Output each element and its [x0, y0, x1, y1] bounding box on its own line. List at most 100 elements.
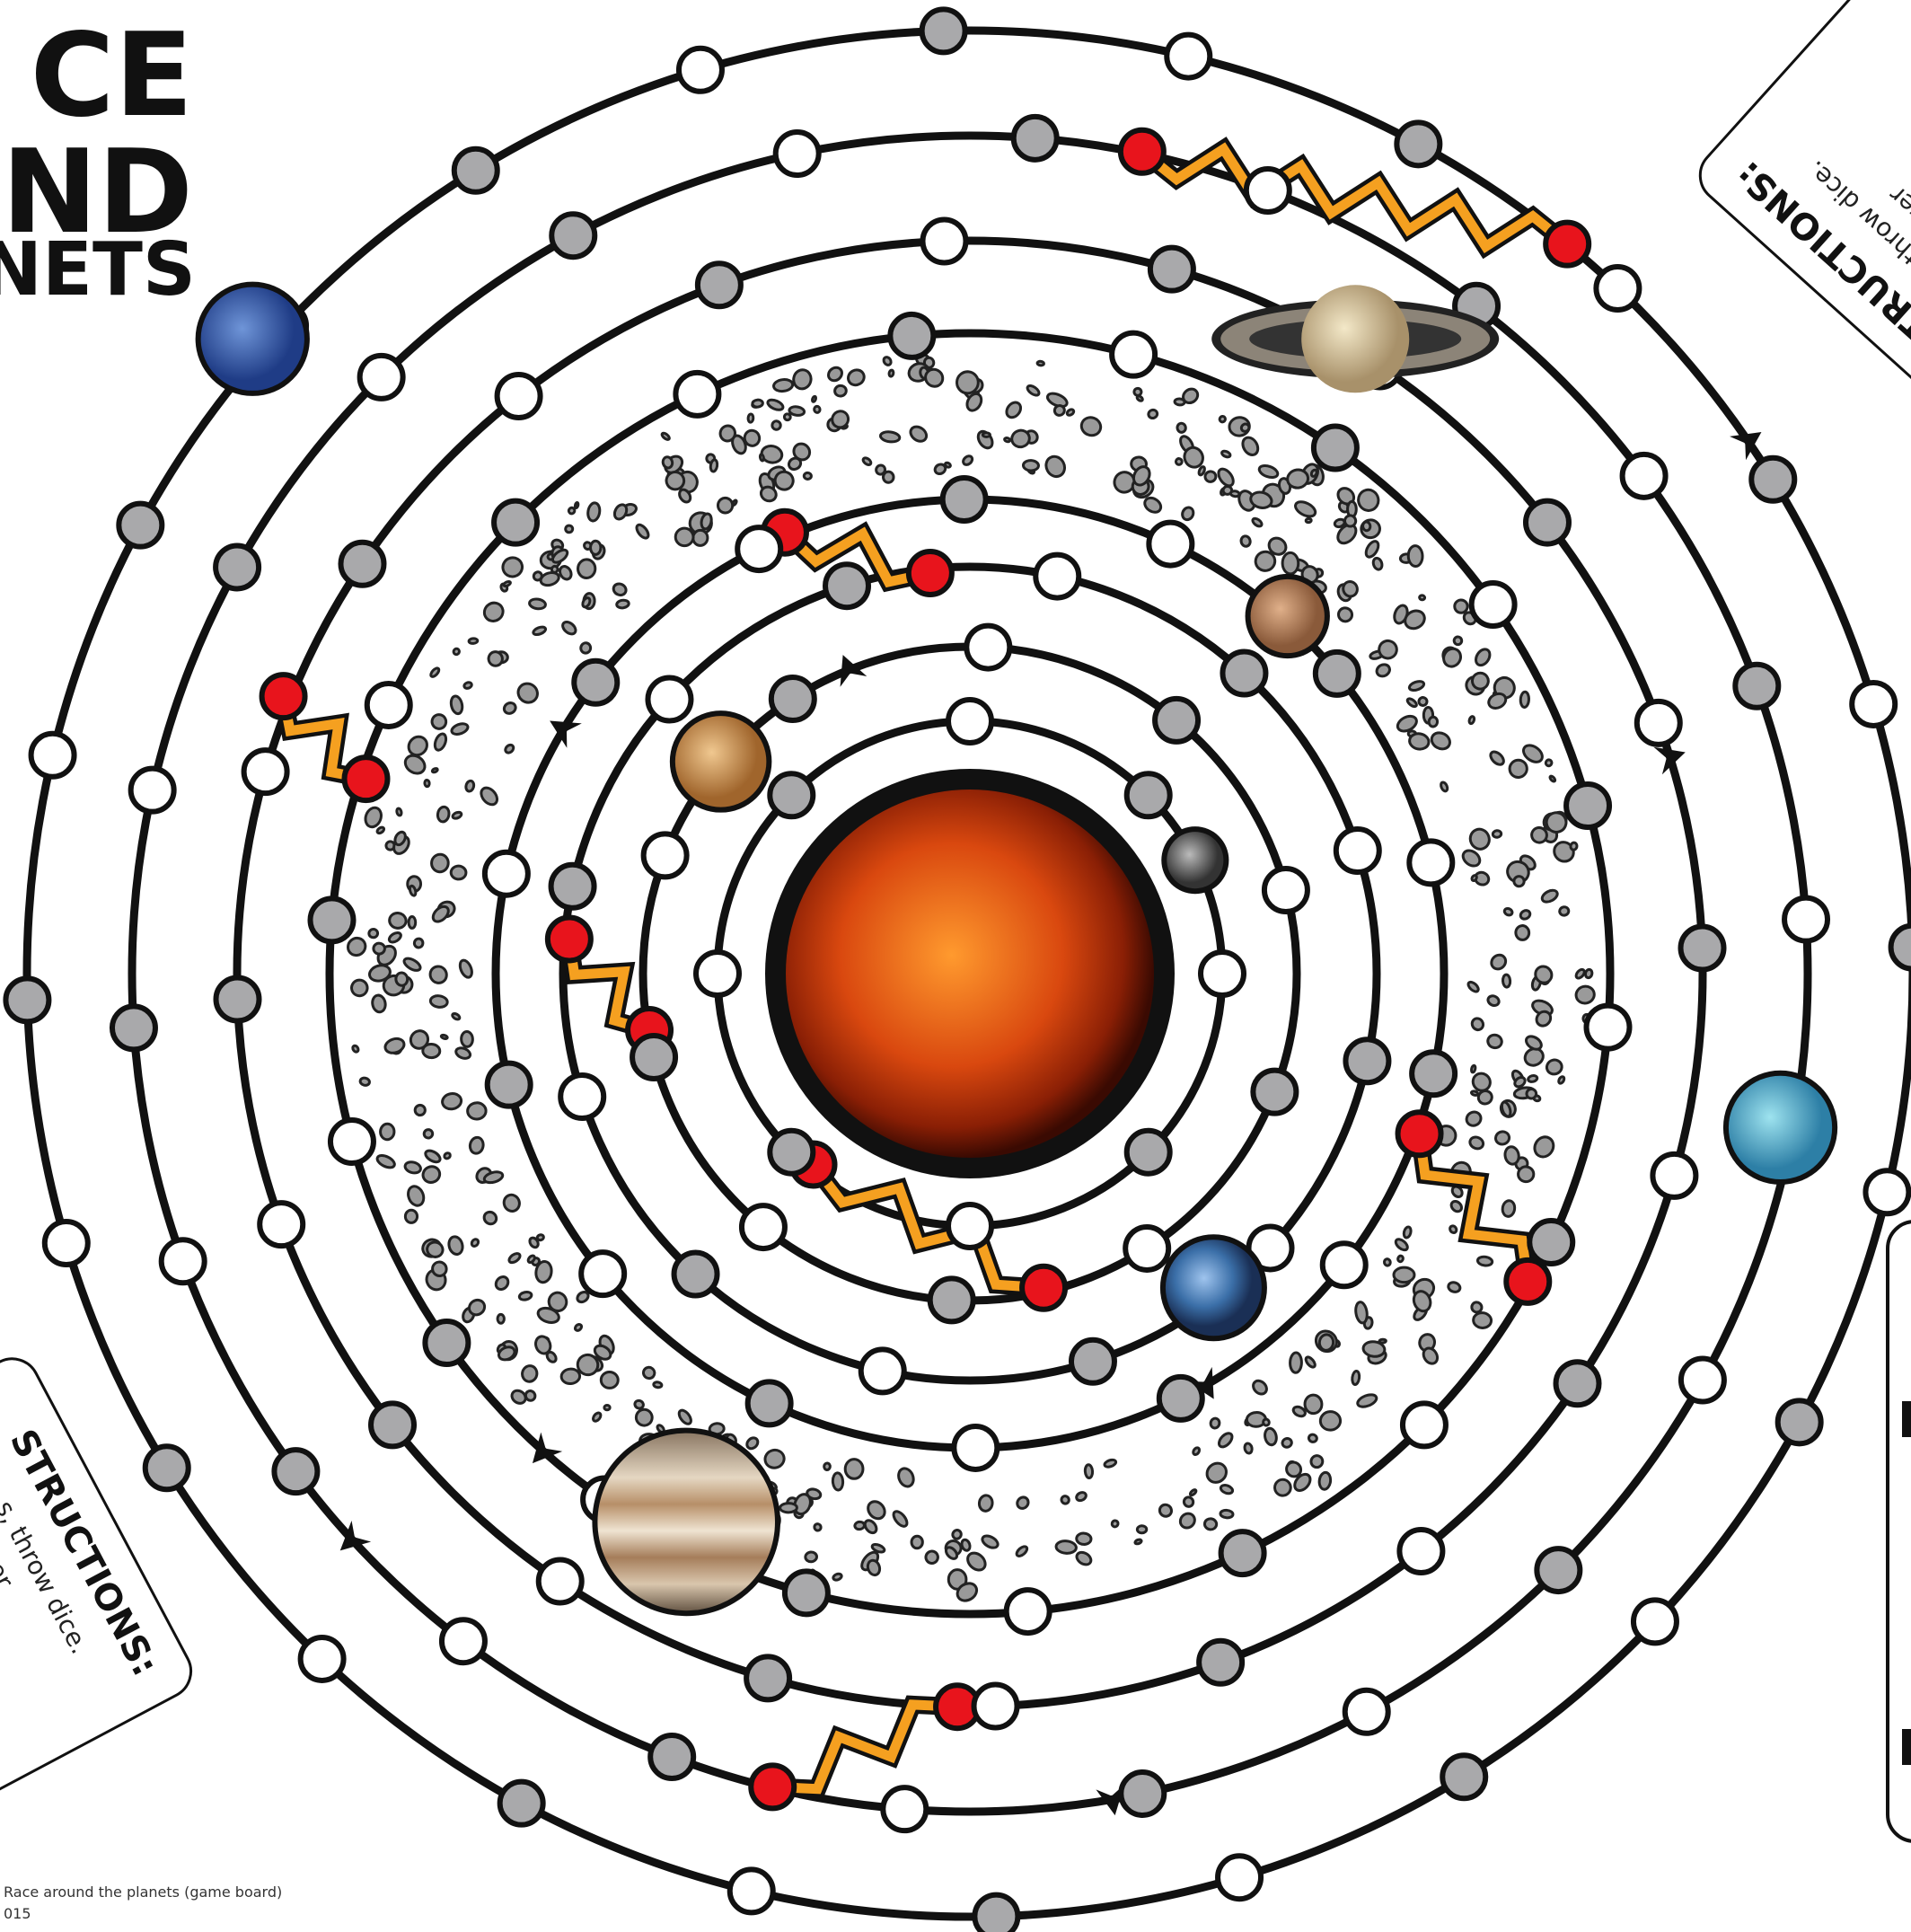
asteroid	[1447, 1281, 1461, 1293]
asteroid	[345, 935, 369, 959]
space	[1316, 652, 1359, 695]
space	[5, 978, 48, 1021]
space	[1155, 699, 1198, 742]
space	[647, 678, 691, 721]
space	[1201, 952, 1244, 995]
space	[746, 1656, 789, 1699]
space	[861, 1349, 904, 1392]
asteroid	[375, 1153, 396, 1170]
space	[500, 1782, 543, 1825]
asteroid	[1406, 697, 1418, 708]
space	[1396, 122, 1440, 165]
asteroid	[1079, 415, 1103, 438]
space	[1623, 454, 1666, 498]
asteroid	[1257, 463, 1279, 480]
asteroid	[866, 1558, 881, 1576]
asteroid	[1408, 680, 1425, 693]
asteroid	[1486, 1033, 1503, 1049]
asteroid	[823, 1463, 830, 1470]
asteroid	[574, 1323, 583, 1332]
space	[785, 1571, 828, 1614]
asteroid	[480, 599, 506, 624]
space	[632, 1036, 675, 1079]
asteroid	[692, 530, 708, 546]
asteroid	[1158, 1503, 1174, 1519]
asteroid	[450, 695, 464, 715]
asteroid	[1043, 454, 1068, 481]
asteroid	[1308, 1434, 1317, 1443]
asteroid	[1525, 1088, 1537, 1100]
asteroid	[1136, 395, 1143, 401]
asteroid	[1471, 875, 1477, 882]
asteroid	[469, 1136, 485, 1154]
asteroid	[744, 1435, 760, 1451]
saturn	[1301, 285, 1409, 393]
asteroid	[814, 406, 820, 413]
asteroid	[1470, 1016, 1485, 1031]
asteroid	[1220, 1510, 1234, 1519]
shortcut-end	[344, 757, 387, 800]
asteroid	[1503, 907, 1513, 916]
space	[274, 1450, 317, 1493]
space	[551, 214, 594, 257]
space	[1412, 1052, 1455, 1095]
space	[560, 1075, 603, 1118]
space	[650, 1735, 693, 1778]
instruction-card: STRUCTIONS: s, throw dice. nswer t: th	[0, 1349, 200, 1834]
space	[367, 684, 410, 727]
space	[301, 1637, 344, 1681]
asteroid	[1473, 647, 1493, 668]
asteroid	[352, 1045, 360, 1053]
asteroid	[1274, 1478, 1291, 1496]
asteroid	[1356, 1392, 1378, 1409]
space	[675, 373, 718, 416]
space	[1127, 1131, 1170, 1174]
asteroid	[1085, 1464, 1093, 1478]
space	[966, 626, 1009, 669]
asteroid	[634, 1399, 645, 1410]
asteroid	[458, 958, 474, 979]
space	[922, 219, 965, 262]
asteroid	[834, 385, 847, 397]
space	[974, 1895, 1017, 1932]
asteroid	[1240, 435, 1262, 457]
space	[442, 1619, 485, 1663]
asteroid	[1004, 437, 1010, 442]
asteroid	[1320, 1411, 1342, 1431]
space	[488, 1063, 531, 1107]
space	[216, 978, 259, 1021]
asteroid	[590, 541, 601, 554]
space	[1566, 784, 1609, 827]
asteroid	[452, 1012, 461, 1020]
asteroid	[788, 406, 805, 417]
asteroid	[402, 956, 422, 973]
asteroid	[1502, 975, 1510, 987]
asteroid	[558, 564, 574, 581]
asteroid	[493, 1275, 510, 1292]
asteroid	[453, 648, 461, 656]
asteroid	[604, 1406, 610, 1410]
asteroid	[1204, 1518, 1218, 1531]
space	[1399, 1530, 1442, 1573]
space	[145, 1446, 189, 1489]
asteroid	[634, 523, 650, 540]
space	[1071, 1340, 1114, 1383]
asteroid	[862, 456, 872, 466]
asteroid	[1137, 1526, 1147, 1533]
asteroid	[501, 556, 524, 579]
asteroid	[1204, 471, 1217, 482]
asteroid	[813, 1522, 822, 1531]
asteroid	[924, 1549, 940, 1566]
space	[948, 1204, 991, 1248]
asteroid	[956, 371, 979, 394]
asteroid	[826, 365, 845, 384]
asteroid	[1356, 488, 1380, 513]
asteroid	[1319, 1334, 1334, 1351]
asteroid	[771, 420, 780, 429]
asteroid	[709, 459, 718, 472]
asteroid	[371, 994, 387, 1013]
asteroid	[1182, 1495, 1194, 1508]
space	[1852, 683, 1895, 726]
space	[930, 1278, 973, 1321]
asteroid	[1574, 984, 1596, 1005]
